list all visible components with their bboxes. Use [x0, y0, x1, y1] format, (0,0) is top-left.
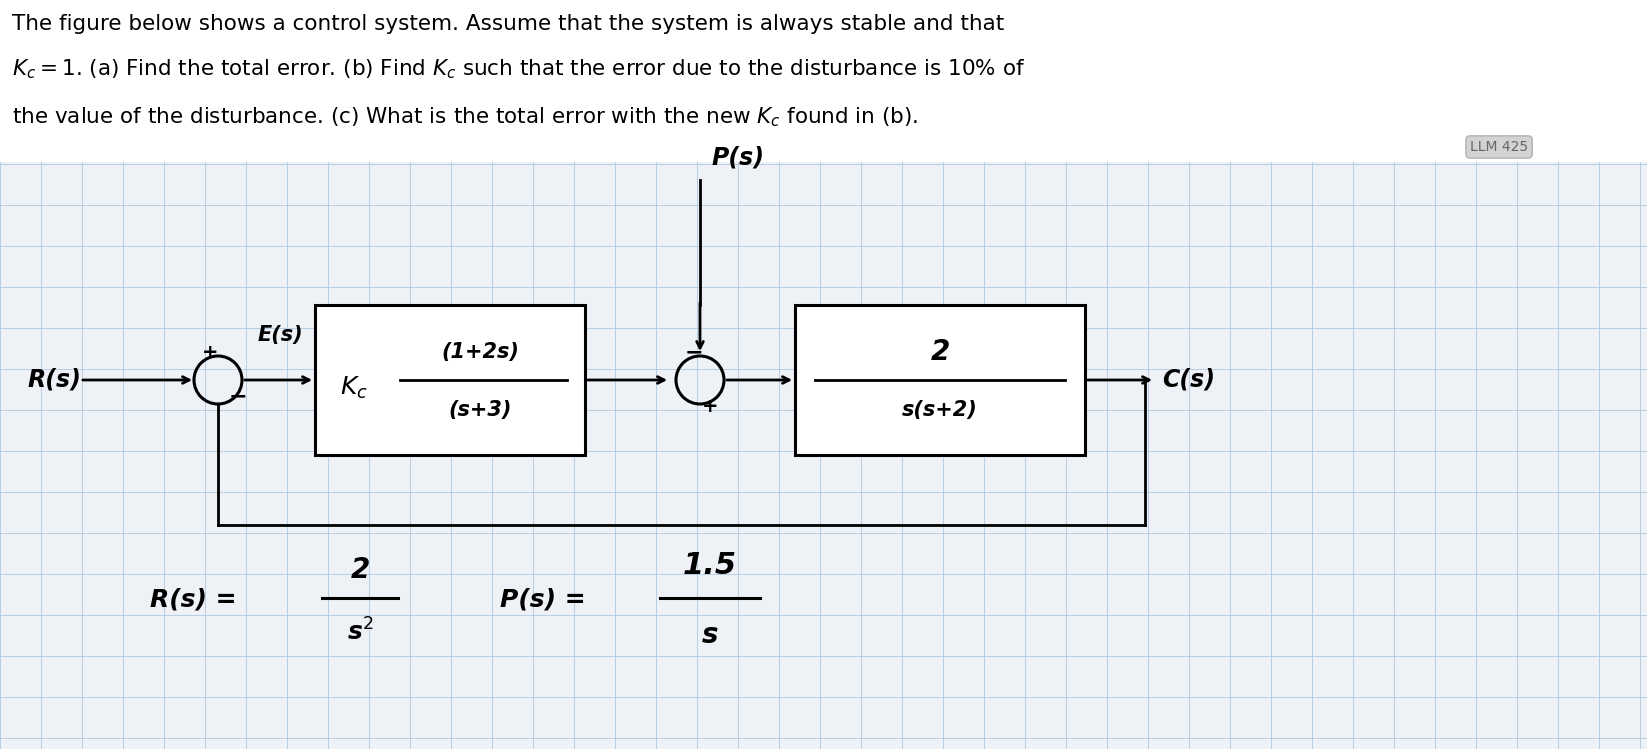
- Text: s(s+2): s(s+2): [903, 400, 978, 420]
- Text: (1+2s): (1+2s): [441, 342, 519, 362]
- Text: 2: 2: [351, 556, 369, 584]
- Text: 1.5: 1.5: [684, 551, 738, 580]
- Text: +: +: [201, 342, 219, 362]
- Text: The figure below shows a control system. Assume that the system is always stable: The figure below shows a control system.…: [12, 14, 1005, 34]
- Text: (s+3): (s+3): [448, 400, 512, 420]
- Text: LLM 425: LLM 425: [1471, 140, 1528, 154]
- Text: s: s: [702, 621, 718, 649]
- FancyBboxPatch shape: [796, 305, 1085, 455]
- Text: $K_c = 1$. (a) Find the total error. (b) Find $K_c$ such that the error due to t: $K_c = 1$. (a) Find the total error. (b)…: [12, 57, 1026, 81]
- FancyBboxPatch shape: [0, 0, 1647, 162]
- Text: C(s): C(s): [1163, 368, 1215, 392]
- Text: R(s) =: R(s) =: [150, 588, 245, 612]
- Text: E(s): E(s): [259, 325, 303, 345]
- Text: −: −: [229, 386, 247, 406]
- Text: −: −: [685, 342, 703, 362]
- Text: P(s) =: P(s) =: [501, 588, 595, 612]
- Text: +: +: [702, 396, 718, 416]
- Text: s$^2$: s$^2$: [348, 619, 374, 646]
- Text: the value of the disturbance. (c) What is the total error with the new $K_c$ fou: the value of the disturbance. (c) What i…: [12, 105, 919, 129]
- Text: $K_c$: $K_c$: [339, 375, 367, 401]
- Text: R(s): R(s): [28, 368, 82, 392]
- Text: 2: 2: [931, 338, 950, 366]
- FancyBboxPatch shape: [315, 305, 585, 455]
- Text: P(s): P(s): [712, 146, 764, 170]
